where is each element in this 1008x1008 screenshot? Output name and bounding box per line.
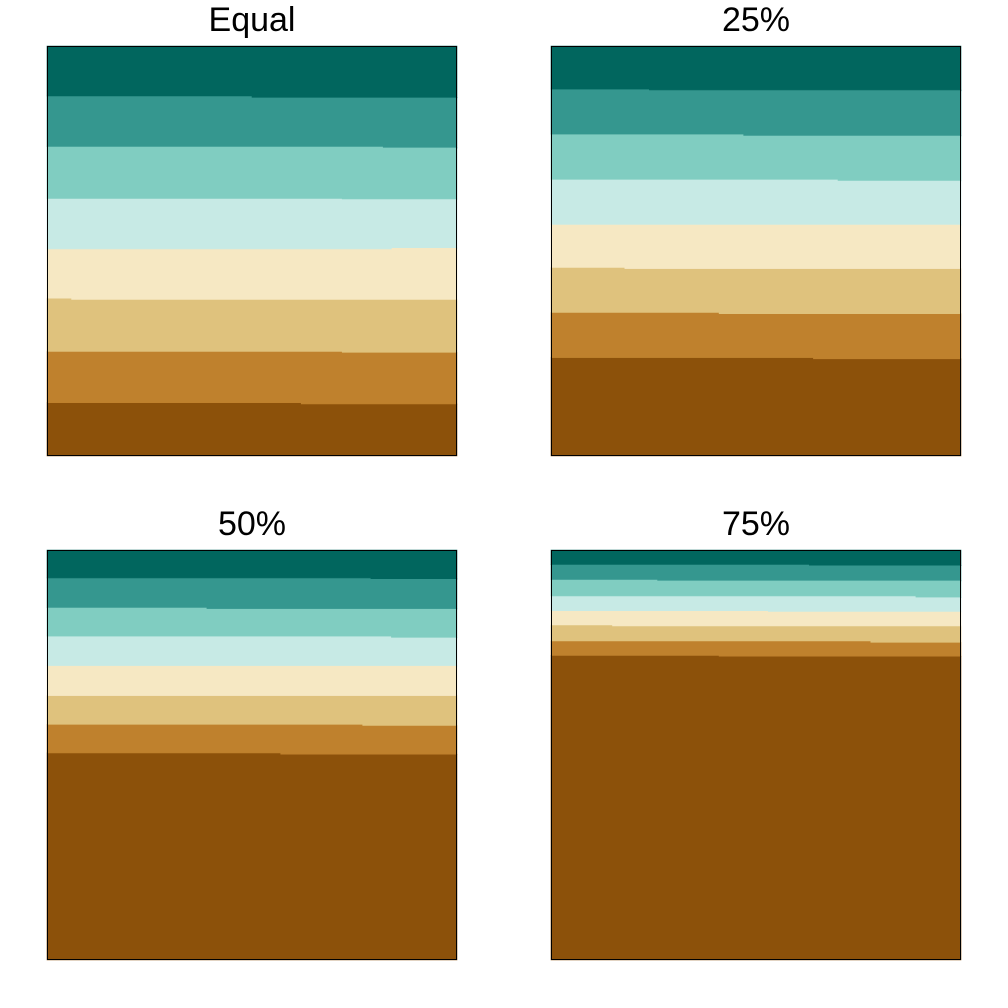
band-50-2	[46, 724, 458, 755]
band-25-1	[550, 357, 962, 457]
chart-panel-50	[46, 549, 458, 961]
panel-frame-75	[551, 550, 961, 960]
band-equal-4	[46, 247, 458, 301]
band-75-4	[550, 610, 962, 627]
band-equal-5	[46, 198, 458, 250]
panel-frame-50	[47, 550, 457, 960]
chart-panel-equal	[46, 45, 458, 457]
band-50-8	[46, 549, 458, 580]
band-equal-3	[46, 297, 458, 354]
band-50-7	[46, 577, 458, 610]
band-25-4	[550, 224, 962, 270]
panel-title-50: 50%	[217, 505, 287, 543]
band-50-5	[46, 635, 458, 667]
band-25-7	[550, 88, 962, 137]
band-25-5	[550, 179, 962, 226]
panel-frame-equal	[47, 46, 457, 456]
panel-title-equal: Equal	[208, 1, 296, 39]
band-75-3	[550, 624, 962, 644]
band-50-1	[46, 752, 458, 961]
band-equal-7	[46, 95, 458, 149]
band-75-8	[550, 549, 962, 566]
chart-panel-75	[550, 549, 962, 961]
band-equal-1	[46, 402, 458, 457]
band-25-3	[550, 267, 962, 315]
band-25-2	[550, 312, 962, 360]
panel-title-25: 25%	[721, 1, 791, 39]
band-75-7	[550, 564, 962, 582]
panel-frame-25	[551, 46, 961, 456]
band-75-5	[550, 595, 962, 613]
band-equal-6	[46, 146, 458, 200]
band-75-1	[550, 655, 962, 961]
band-75-2	[550, 640, 962, 657]
panel-title-75: 75%	[721, 505, 791, 543]
band-25-6	[550, 133, 962, 182]
band-equal-2	[46, 351, 458, 405]
chart-panel-25	[550, 45, 962, 457]
band-75-6	[550, 579, 962, 598]
band-50-3	[46, 695, 458, 727]
band-50-6	[46, 607, 458, 639]
band-equal-8	[46, 45, 458, 99]
band-50-4	[46, 665, 458, 698]
band-25-8	[550, 45, 962, 92]
